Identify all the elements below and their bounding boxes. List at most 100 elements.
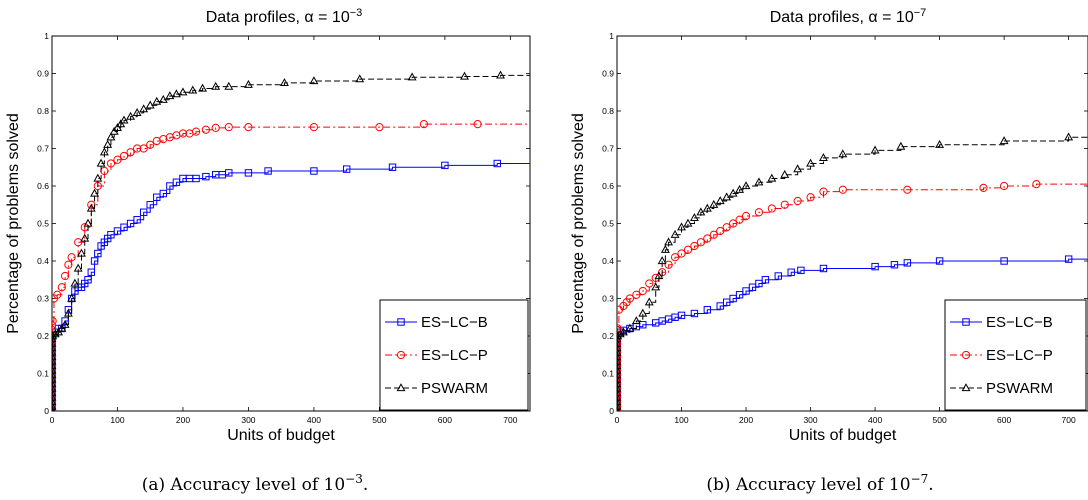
circle-marker: [1032, 180, 1041, 189]
x-tick-label: 600: [997, 415, 1011, 425]
circle-marker: [113, 155, 122, 164]
triangle-marker: [638, 308, 648, 317]
triangle-marker: [696, 207, 706, 216]
triangle-marker: [617, 361, 622, 370]
triangle-marker: [1064, 132, 1074, 141]
square-marker: [1064, 255, 1073, 263]
x-tick-label: 200: [176, 415, 190, 425]
triangle-marker: [103, 139, 113, 148]
triangle-marker: [617, 401, 622, 410]
triangle-marker: [496, 70, 505, 79]
legend: ES−LC−B ES−LC−P PSWARM: [944, 299, 1087, 411]
triangle-marker: [139, 104, 149, 113]
circle-marker: [741, 211, 751, 221]
square-marker: [761, 276, 770, 284]
triangle-marker: [165, 91, 175, 100]
triangle-marker: [702, 203, 712, 212]
square-marker: [748, 283, 757, 291]
y-tick-label: 1: [609, 31, 614, 41]
triangle-marker: [126, 111, 136, 120]
circle-marker: [638, 286, 647, 296]
y-tick-label: 0.3: [602, 294, 614, 304]
circle-marker: [64, 260, 73, 269]
triangle-marker: [52, 329, 60, 338]
circle-marker: [819, 187, 828, 196]
triangle-marker: [83, 218, 93, 227]
triangle-marker: [93, 173, 103, 182]
circle-marker: [690, 241, 699, 251]
triangle-marker: [709, 199, 719, 208]
triangle-marker: [617, 329, 625, 338]
circle-marker: [979, 183, 988, 192]
triangle-marker: [52, 343, 57, 352]
x-tick-label: 100: [110, 415, 124, 425]
triangle-marker: [735, 184, 745, 193]
triangle-marker: [644, 297, 654, 306]
square-marker: [677, 311, 686, 320]
triangle-marker: [77, 248, 86, 257]
y-tick-label: 0.8: [602, 106, 614, 116]
triangle-marker: [145, 100, 155, 109]
chart-title-exponent: −3: [350, 7, 363, 19]
triangle-marker: [178, 87, 188, 96]
triangle-marker: [243, 79, 253, 88]
y-tick-label: 0.7: [37, 144, 49, 154]
series-group: [617, 132, 1088, 411]
triangle-marker: [657, 256, 667, 265]
caption-text: (a) Accuracy level of 10: [142, 475, 345, 495]
legend-entry-label: PSWARM: [986, 380, 1053, 397]
x-tick-label: 300: [241, 415, 255, 425]
circle-marker: [670, 253, 680, 262]
triangle-marker: [617, 343, 622, 352]
square-marker: [244, 169, 253, 177]
square-marker: [342, 165, 351, 173]
y-axis-label: Percentage of problems solved: [570, 113, 587, 334]
square-marker: [139, 208, 148, 216]
triangle-marker: [617, 356, 622, 365]
triangle-marker: [109, 126, 119, 135]
circle-marker: [106, 159, 116, 168]
circle-marker: [677, 249, 686, 258]
y-tick-label: 0.5: [37, 219, 49, 229]
triangle-marker: [52, 331, 58, 340]
triangle-marker: [617, 365, 622, 374]
square-marker: [903, 259, 912, 267]
triangle-marker: [896, 141, 906, 150]
square-marker: [120, 223, 128, 231]
circle-marker: [709, 230, 718, 239]
series-line-circle: [617, 183, 1088, 411]
square-marker: [690, 309, 699, 318]
circle-marker: [961, 350, 971, 360]
legend-entry-label: PSWARM: [421, 380, 488, 397]
x-tick-label: 500: [933, 415, 947, 425]
circle-marker: [664, 260, 673, 269]
circle-marker: [625, 294, 635, 303]
triangle-marker: [224, 81, 234, 90]
triangle-marker: [52, 370, 57, 379]
circle-marker: [52, 321, 57, 330]
x-tick-label: 200: [739, 415, 753, 425]
circle-marker: [419, 120, 429, 129]
circle-marker: [806, 193, 815, 202]
y-tick-label: 0.5: [602, 219, 614, 229]
triangle-marker: [407, 72, 417, 81]
y-axis-label: Percentage of problems solved: [5, 113, 22, 334]
square-marker: [722, 298, 731, 306]
circle-marker: [60, 271, 70, 281]
triangle-marker: [54, 327, 64, 336]
triangle-marker: [52, 397, 57, 406]
series-line-triangle: [617, 135, 1088, 411]
legend-entry-label: ES−LC−P: [986, 347, 1053, 364]
triangle-marker: [715, 196, 725, 205]
triangle-marker: [617, 331, 623, 340]
chart-title: Data profiles, α = 10−3: [206, 7, 363, 26]
triangle-marker: [99, 147, 109, 156]
circle-marker: [146, 140, 155, 149]
caption-exponent: −7: [911, 472, 929, 486]
triangle-marker: [677, 222, 686, 231]
chart-title: Data profiles, α = 10−7: [770, 7, 927, 26]
chart-title-text: Data profiles, α = 10: [206, 9, 350, 26]
triangle-marker: [793, 164, 803, 173]
caption-text: (b) Accuracy level of 10: [706, 475, 910, 495]
